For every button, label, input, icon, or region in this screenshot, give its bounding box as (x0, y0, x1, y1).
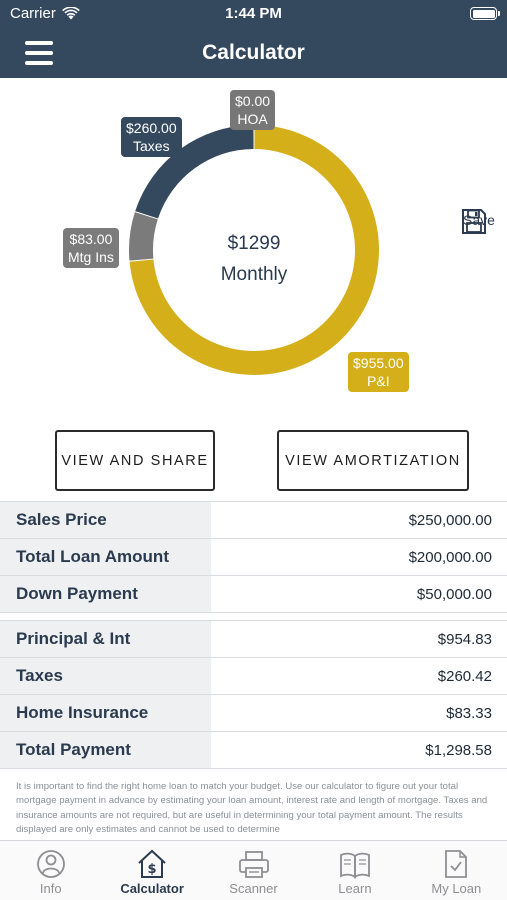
tab-label-learn: Learn (338, 881, 372, 896)
tab-label-info: Info (39, 881, 62, 896)
status-time: 1:44 PM (225, 5, 282, 22)
save-button[interactable]: Save (461, 208, 497, 234)
slice-label-mtg-ins: $83.00 Mtg Ins (63, 228, 119, 268)
tab-my-loan[interactable]: My Loan (406, 841, 507, 900)
disclaimer-text: It is important to find the right home l… (16, 781, 488, 836)
monthly-period-label: Monthly (220, 264, 288, 285)
tab-label-scanner: Scanner (229, 881, 278, 896)
row-label-total-loan-amount: Total Loan Amount (0, 539, 211, 575)
nav-bar: Calculator (0, 30, 507, 78)
slice-value-mtg-ins: $83.00 (69, 231, 113, 247)
row-value-total-payment: $1,298.58 (425, 741, 492, 759)
table-row: Principal & Int $954.83 (0, 621, 507, 658)
page-title: Calculator (202, 41, 305, 64)
donut-slice-mtg-ins (129, 212, 158, 261)
slice-label-hoa: $0.00 HOA (230, 90, 276, 130)
slice-label-taxes: $260.00 Taxes (121, 117, 182, 157)
tab-calculator[interactable]: $ Calculator (101, 841, 202, 900)
row-label-sales-price: Sales Price (0, 502, 211, 538)
table-row: Taxes $260.42 (0, 658, 507, 695)
payment-donut-chart: $1299 Monthly $0.00 HOA $260.00 Taxes $8… (0, 78, 507, 418)
floppy-disk-icon (462, 209, 486, 234)
monthly-total: $1299 (227, 233, 281, 254)
tab-label-calculator: Calculator (120, 881, 184, 896)
slice-value-pi: $955.00 (353, 355, 404, 371)
row-value-home-insurance[interactable]: $83.33 (446, 704, 492, 722)
slice-name-pi: P&I (367, 373, 390, 389)
row-value-sales-price[interactable]: $250,000.00 (408, 511, 492, 529)
info-person-icon (36, 850, 65, 878)
loan-summary-table: Sales Price $250,000.00 Total Loan Amoun… (0, 501, 507, 613)
slice-value-taxes: $260.00 (126, 120, 177, 136)
slice-value-hoa: $0.00 (235, 93, 271, 109)
row-label-total-payment: Total Payment (0, 732, 211, 768)
save-label: Save (463, 212, 495, 228)
row-label-home-insurance: Home Insurance (0, 695, 211, 731)
table-row: Total Loan Amount $200,000.00 (0, 539, 507, 576)
tab-learn[interactable]: Learn (304, 841, 405, 900)
slice-name-hoa: HOA (237, 111, 268, 127)
house-dollar-icon: $ (138, 849, 166, 878)
slice-name-taxes: Taxes (133, 138, 170, 154)
view-amortization-button[interactable]: VIEW AMORTIZATION (277, 430, 469, 491)
wifi-icon (62, 7, 80, 20)
row-value-total-loan-amount[interactable]: $200,000.00 (408, 548, 492, 566)
svg-text:$: $ (148, 862, 157, 877)
row-label-down-payment: Down Payment (0, 576, 211, 612)
slice-label-pi: $955.00 P&I (348, 352, 409, 392)
carrier-label: Carrier (10, 5, 56, 22)
slice-name-mtg-ins: Mtg Ins (68, 249, 114, 265)
status-bar: Carrier 1:44 PM (0, 0, 507, 30)
document-check-icon (445, 850, 468, 878)
view-and-share-button[interactable]: VIEW AND SHARE (55, 430, 215, 491)
donut-slice-taxes (135, 125, 254, 219)
carrier-info: Carrier (10, 5, 80, 22)
row-value-principal-int: $954.83 (437, 630, 492, 648)
table-row: Down Payment $50,000.00 (0, 576, 507, 613)
row-value-down-payment[interactable]: $50,000.00 (416, 585, 492, 603)
hamburger-menu-icon[interactable] (25, 41, 53, 65)
tab-scanner[interactable]: Scanner (203, 841, 304, 900)
table-row: Total Payment $1,298.58 (0, 732, 507, 769)
tab-bar: Info $ Calculator Scanner (0, 840, 507, 900)
open-book-icon (340, 852, 370, 879)
payment-breakdown-table: Principal & Int $954.83 Taxes $260.42 Ho… (0, 620, 507, 769)
table-row: Sales Price $250,000.00 (0, 502, 507, 539)
tab-info[interactable]: Info (0, 841, 101, 900)
battery-icon (470, 7, 500, 20)
row-label-principal-int: Principal & Int (0, 621, 211, 657)
printer-icon (238, 851, 269, 878)
row-label-taxes: Taxes (0, 658, 211, 694)
donut-svg (129, 125, 380, 375)
tab-label-my-loan: My Loan (431, 881, 482, 896)
row-value-taxes[interactable]: $260.42 (437, 667, 492, 685)
table-row: Home Insurance $83.33 (0, 695, 507, 732)
